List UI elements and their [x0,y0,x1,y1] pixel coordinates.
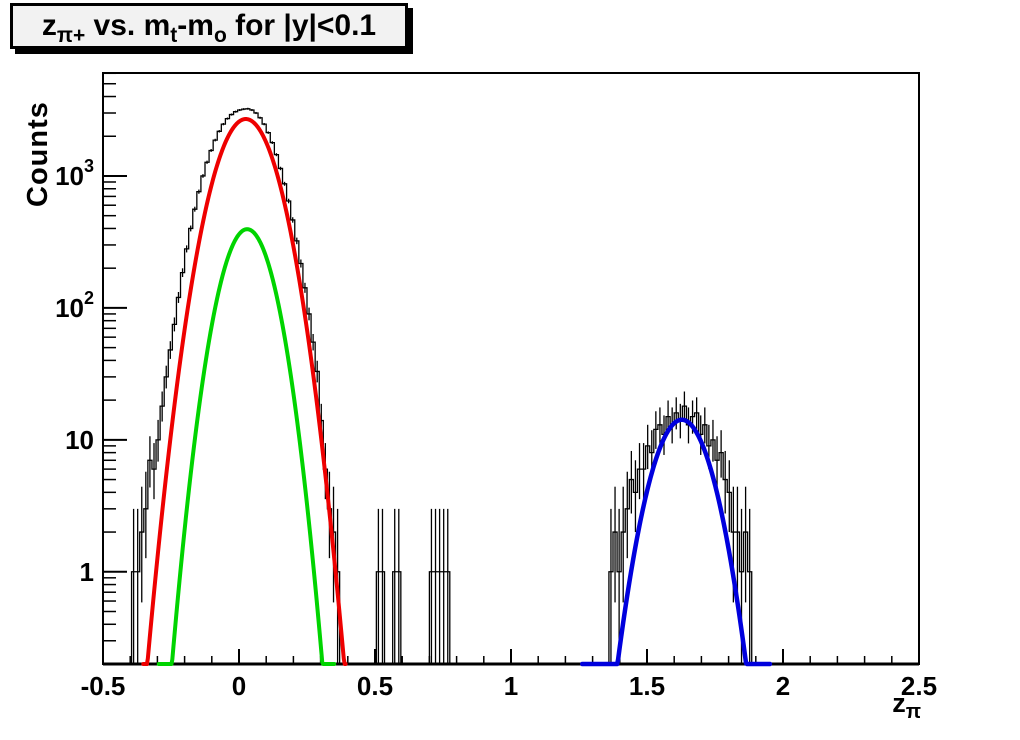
plot-title: zπ+ vs. mt-mo for |y|<0.1 [41,9,377,46]
histogram-error-bars [132,107,751,664]
title-text-segment: for |y|<0.1 [226,9,377,42]
y-tick-label: 1 [80,557,94,587]
x-tick-label: 1 [504,671,518,701]
title-pave: zπ+ vs. mt-mo for |y|<0.1 [10,3,408,49]
main-peak-fit-curve [141,117,348,666]
x-tick-label: 1.5 [629,671,665,701]
x-axis-ticks: -0.5 0 0.5 1 1.5 2 2.5 [81,649,937,701]
plot-frame [102,72,920,666]
x-tick-label: 0.5 [357,671,393,701]
x-tick-label: 0 [232,671,246,701]
x-tick-label: -0.5 [81,671,126,701]
title-text-segment: -m [177,9,214,42]
title-subscript: π+ [56,24,86,47]
second-peak-fit-curve [580,417,773,667]
x-axis-title-subscript: π [906,701,921,723]
x-axis-title-main: z [892,688,906,718]
title-subscript: t [170,24,178,47]
component-fit-curve [156,227,337,666]
y-tick-label: 102 [55,288,94,323]
title-text-segment: z [41,9,57,42]
y-axis-ticks: 1 10 102 103 [55,72,127,665]
title-subscript: o [213,24,227,47]
y-tick-label: 103 [55,156,94,191]
x-tick-label: 2.5 [901,671,937,701]
x-axis-title: zπ [892,688,921,723]
x-tick-label: 2 [776,671,790,701]
title-text-segment: vs. m [85,9,171,42]
y-axis-title: Counts [22,101,54,207]
y-tick-label: 10 [65,425,94,455]
fit-curves [141,117,773,667]
